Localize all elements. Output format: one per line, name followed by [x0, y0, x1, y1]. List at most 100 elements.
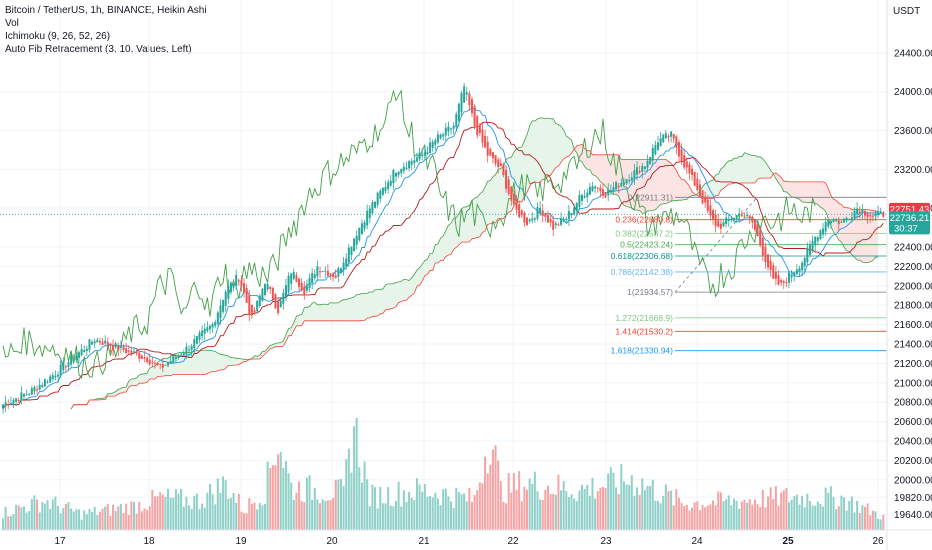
volume-bar: [426, 496, 429, 530]
candle-body: [25, 394, 28, 396]
volume-bar: [140, 511, 143, 530]
candle-body: [316, 266, 319, 277]
candle-body: [182, 353, 185, 356]
ichimoku-cloud: [71, 117, 879, 410]
volume-bar: [25, 512, 28, 530]
candle-body: [418, 152, 421, 160]
volume-bar: [245, 513, 248, 530]
base-line: [2, 121, 884, 410]
candle-body: [573, 207, 576, 215]
volume-bar: [442, 489, 445, 530]
candle-body: [827, 219, 830, 227]
candle-body: [240, 280, 243, 287]
candle-body: [494, 155, 497, 164]
price-tick-label: 21000.00: [894, 378, 932, 389]
volume-bar: [70, 508, 73, 530]
volume-bar: [119, 504, 122, 530]
candle-body: [313, 274, 316, 279]
candle-body: [746, 214, 749, 217]
candle-body: [374, 201, 377, 208]
candle-body: [292, 272, 295, 279]
candle-body: [177, 355, 180, 359]
candle-body: [819, 229, 822, 240]
volume-bar: [685, 504, 688, 530]
candle-body: [788, 272, 790, 283]
fib-legend[interactable]: Auto Fib Retracement (3, 10, Values, Lef…: [5, 44, 192, 55]
volume-bar: [709, 504, 712, 530]
volume-bar: [114, 511, 117, 530]
candle-body: [712, 210, 715, 220]
volume-bar: [389, 505, 392, 530]
volume-legend[interactable]: Vol: [5, 18, 19, 29]
volume-bar: [845, 510, 848, 530]
volume-bar: [413, 500, 416, 530]
candle-body: [376, 192, 379, 205]
candle-body: [214, 321, 217, 326]
candle-body: [649, 157, 652, 165]
volume-bar: [470, 501, 473, 530]
candle-body: [777, 275, 780, 285]
volume-bar: [292, 499, 295, 530]
volume-bar: [782, 490, 785, 530]
volume-bar: [717, 491, 720, 530]
volume-bar: [151, 489, 154, 530]
candle-body: [208, 325, 211, 330]
volume-bar: [256, 509, 259, 530]
candle-body: [277, 301, 280, 314]
candle-body: [756, 224, 759, 237]
volume-bar: [560, 490, 563, 530]
candle-body: [219, 305, 222, 319]
candle-body: [36, 389, 39, 391]
candle-body: [185, 346, 188, 355]
candle-body: [643, 166, 646, 169]
volume-bar: [167, 488, 170, 530]
candle-body: [557, 224, 560, 226]
volume-bar: [350, 472, 353, 530]
symbol-title[interactable]: Bitcoin / TetherUS, 1h, BINANCE, Heikin …: [5, 5, 207, 16]
volume-bar: [109, 515, 112, 530]
volume-bar: [408, 491, 411, 530]
candle-body: [704, 196, 707, 203]
candle-body: [250, 304, 253, 316]
ichimoku-legend[interactable]: Ichimoku (9, 26, 52, 26): [5, 31, 111, 42]
volume-bar: [586, 484, 589, 530]
volume-bar: [546, 485, 549, 530]
volume-bar: [20, 507, 23, 530]
candle-body: [384, 186, 387, 192]
candle-body: [822, 228, 825, 235]
candle-body: [489, 148, 492, 156]
volume-bar: [714, 505, 717, 530]
candle-body: [646, 160, 649, 168]
time-tick-label: 19: [235, 536, 247, 547]
candle-body: [657, 142, 659, 150]
volume-bar: [625, 484, 628, 530]
price-tick-label: 20800.00: [894, 398, 932, 409]
candle-body: [562, 218, 565, 222]
volume-bar: [457, 492, 460, 530]
candle-body: [541, 210, 544, 217]
volume-bar: [863, 506, 866, 530]
volume-bar: [290, 482, 293, 530]
volume-bar: [182, 506, 185, 530]
volume-bar: [429, 495, 432, 530]
volume-bar: [578, 490, 581, 530]
candle-body: [381, 187, 384, 195]
volume-bar: [740, 501, 743, 530]
volume-bar: [366, 479, 369, 530]
high-price-badge-text: 22751.43: [890, 204, 930, 215]
candle-body: [491, 152, 494, 159]
candle-body: [342, 262, 345, 271]
candle-body: [609, 190, 612, 193]
volume-bar: [174, 489, 177, 530]
candle-body: [83, 350, 86, 352]
volume-bar: [565, 491, 568, 530]
candle-body: [193, 339, 196, 349]
volume-bar: [36, 499, 39, 530]
volume-bar: [311, 499, 314, 530]
candle-body: [436, 134, 439, 143]
volume-bar: [418, 484, 421, 530]
volume-bar: [83, 510, 86, 530]
candle-body: [279, 300, 282, 308]
volume-bar: [643, 490, 646, 530]
